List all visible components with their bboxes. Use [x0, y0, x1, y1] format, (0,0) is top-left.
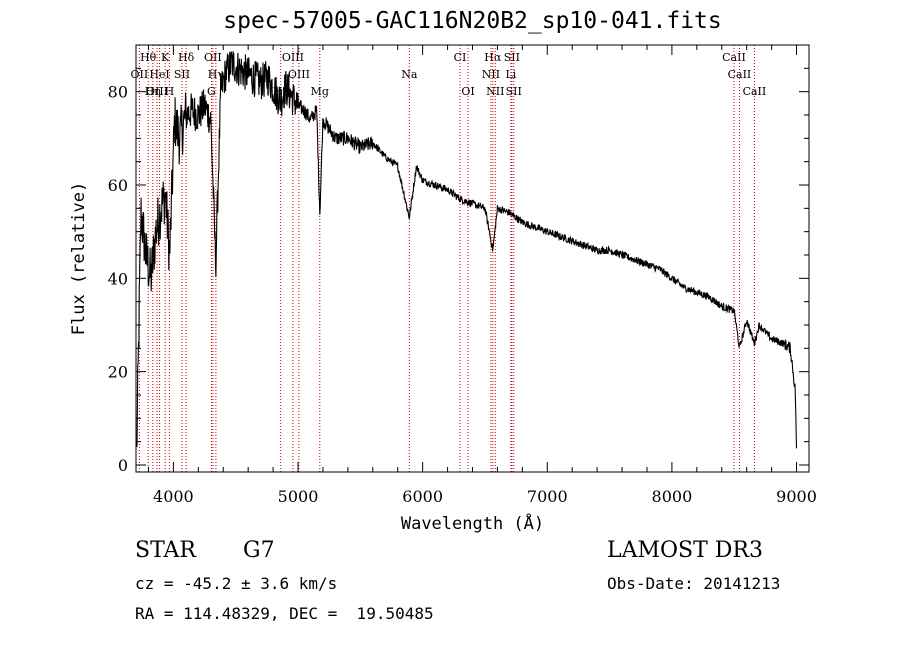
obs-date: Obs-Date: 20141213	[607, 574, 781, 593]
spectral-line-label: G	[207, 85, 216, 98]
spectral-line-label: H	[165, 85, 175, 98]
x-tick-label: 9000	[776, 487, 817, 506]
plot-frame	[135, 44, 810, 473]
spectral-line-label: CaII	[728, 68, 752, 81]
spectral-line-label: K	[161, 51, 170, 64]
x-tick-label: 7000	[527, 487, 568, 506]
spectral-line-label: Hδ	[178, 51, 195, 64]
x-tick-label: 5000	[278, 487, 319, 506]
coordinates: RA = 114.48329, DEC = 19.50485	[135, 604, 434, 623]
spectral-line-label: OIII	[282, 51, 304, 64]
spectral-line-label: Hα	[484, 51, 502, 64]
survey-name: LAMOST DR3	[607, 538, 763, 563]
spectral-line-label: OII	[131, 68, 149, 81]
spectral-line-label: Na	[401, 68, 418, 81]
spectral-line-label: OI	[461, 85, 474, 98]
spectral-line-label: OII	[204, 51, 222, 64]
spectral-line-label: Li	[505, 68, 516, 81]
spectral-line-label: OIII	[288, 68, 310, 81]
chart-title: spec-57005-GAC116N20B2_sp10-041.fits	[223, 8, 722, 34]
x-tick-label: 4000	[153, 487, 194, 506]
y-tick-label: 80	[108, 83, 128, 102]
spectral-line-label: NII	[482, 68, 500, 81]
spectral-line-label: Hθ	[140, 51, 157, 64]
object-subclass: G7	[243, 538, 275, 563]
spectral-line-label: CI	[454, 51, 467, 64]
spectral-line-label: SII	[504, 51, 520, 64]
redshift-cz: cz = -45.2 ± 3.6 km/s	[135, 574, 338, 593]
spectral-line-label: HeI	[149, 68, 169, 81]
flux-series-line	[136, 50, 798, 449]
y-axis-title: Flux (relative)	[69, 182, 89, 336]
series-layer	[136, 50, 798, 449]
spectral-line-label: CaII	[722, 51, 746, 64]
x-axis-title: Wavelength (Å)	[401, 512, 544, 534]
y-tick-label: 0	[118, 456, 128, 475]
x-tick-label: 8000	[652, 487, 693, 506]
y-tick-label: 60	[108, 176, 128, 195]
spectral-line-label: CaII	[743, 85, 767, 98]
spectral-line-label: SII	[506, 85, 522, 98]
x-tick-label: 6000	[402, 487, 443, 506]
spectral-line-label: OIII	[146, 85, 168, 98]
axes-layer: 4000 5000 6000 7000 8000 9000 0 20 40 60 80 Wavelen…	[69, 44, 817, 534]
y-tick-label: 40	[108, 269, 128, 288]
y-tick-label: 20	[108, 363, 128, 382]
object-type: STAR	[135, 538, 196, 563]
spectral-line-label: Hη	[145, 85, 161, 98]
spectral-line-label: Mg	[311, 85, 329, 98]
spectral-line-label: SII	[174, 68, 190, 81]
spectral-line-label: NII	[486, 85, 504, 98]
